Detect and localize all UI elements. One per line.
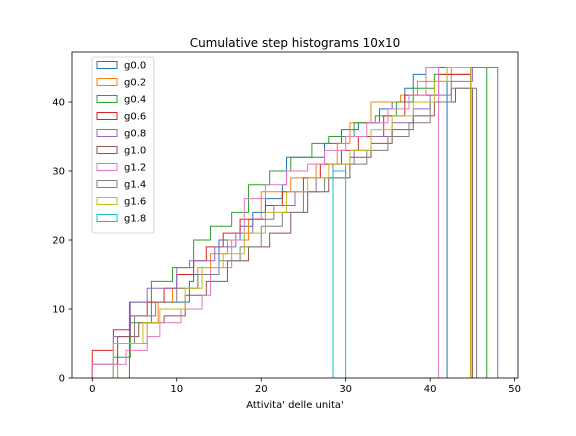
legend-label: g1.6 [124,197,146,208]
x-axis: 0 10 20 30 40 50 [89,378,521,395]
legend-label: g1.2 [124,163,146,174]
series-g1-8-step [332,170,347,378]
y-tick-label: 0 [59,374,65,385]
x-axis-label: Attivita' delle unita' [246,400,344,411]
legend-label: g0.4 [124,95,146,106]
legend-label: g1.4 [124,180,146,191]
x-tick-label: 40 [424,384,437,395]
legend-swatch [96,180,118,188]
y-tick-label: 30 [52,167,65,178]
y-tick-label: 40 [52,98,65,109]
legend-label: g0.0 [124,61,146,72]
x-tick-label: 50 [508,384,521,395]
x-tick-label: 10 [170,384,183,395]
x-tick-label: 30 [339,384,352,395]
series-g1-6-step [112,67,472,378]
y-tick-label: 10 [52,305,65,316]
legend-swatch [96,61,118,69]
legend-label: g0.2 [124,78,146,89]
series-g0-4-step [112,67,488,378]
legend-label: g1.8 [124,214,146,225]
legend-swatch [96,197,118,205]
series-g1-0-step [91,87,473,378]
y-tick-label: 20 [52,236,65,247]
legend-label: g0.8 [124,129,146,140]
legend-label: g1.0 [124,146,146,157]
legend-swatch [96,78,118,86]
x-tick-label: 20 [255,384,268,395]
legend-box [91,56,155,234]
legend-swatch [96,214,118,222]
legend-swatch [96,163,118,171]
series-layer [91,67,499,378]
legend-swatch [96,146,118,154]
chart-title: Cumulative step histograms 10x10 [190,36,401,50]
legend: g0.0 g0.2 g0.4 g0.6 g0.8 g1.0 g1.2 g1.4 g1.6 g1.8 [91,56,155,234]
series-g1-2-step [91,67,440,378]
series-g1-4-step [112,87,478,378]
x-tick-label: 0 [89,384,95,395]
legend-swatch [96,112,118,120]
legend-label: g0.6 [124,112,146,123]
legend-swatch [96,95,118,103]
plot-frame [71,51,519,379]
legend-swatch [96,129,118,137]
y-axis: 0 10 20 30 40 [52,98,72,385]
